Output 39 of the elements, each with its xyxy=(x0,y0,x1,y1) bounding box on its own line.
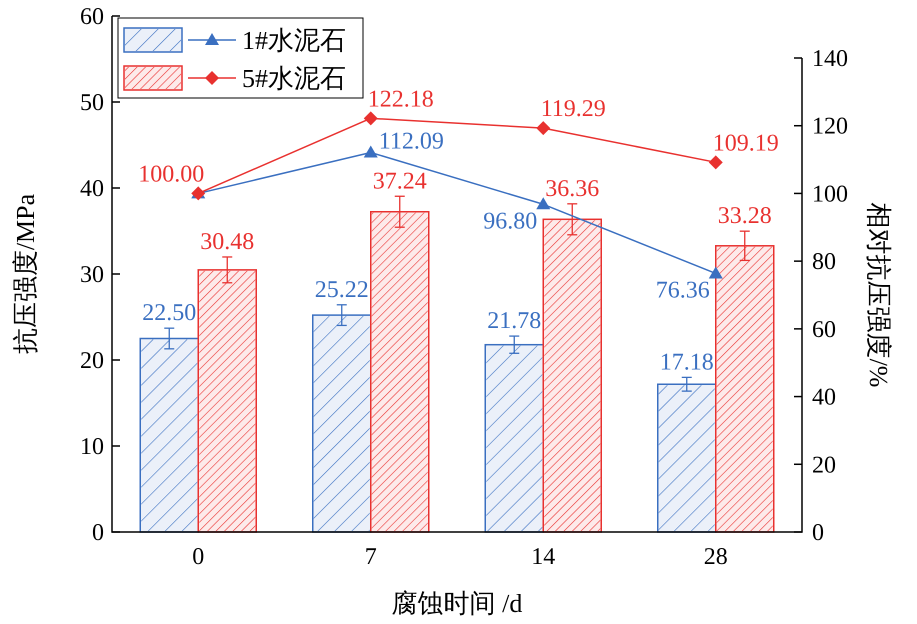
y2-tick-label: 40 xyxy=(812,384,836,411)
y2-tick-label: 60 xyxy=(812,316,836,343)
y2-tick-label: 0 xyxy=(812,520,824,546)
y2-tick-label: 80 xyxy=(812,249,836,276)
y2-tick-label: 20 xyxy=(812,452,836,478)
y2-axis-title: 相对抗压强度/% xyxy=(864,202,893,388)
y-tick-label: 30 xyxy=(80,262,104,288)
y-tick-label: 10 xyxy=(80,434,104,460)
y2-tick-label: 140 xyxy=(812,46,848,72)
x-tick-label: 14 xyxy=(531,544,556,570)
legend-label: 5#水泥石 xyxy=(242,64,346,93)
y-tick-label: 50 xyxy=(80,90,104,116)
data-label: 21.78 xyxy=(487,308,542,334)
data-label: 112.09 xyxy=(378,128,444,154)
data-label: 100.00 xyxy=(138,161,204,188)
legend-label: 1#水泥石 xyxy=(242,26,346,55)
y-tick-label: 0 xyxy=(92,520,104,546)
y-tick-label: 40 xyxy=(80,176,104,202)
y-tick-label: 20 xyxy=(80,348,104,374)
x-tick-label: 7 xyxy=(364,544,377,570)
x-tick-label: 0 xyxy=(192,544,204,570)
data-label: 33.28 xyxy=(718,203,772,230)
data-label: 122.18 xyxy=(368,86,434,112)
y2-tick-label: 100 xyxy=(812,181,848,208)
data-label: 17.18 xyxy=(660,349,714,376)
data-label: 76.36 xyxy=(656,277,710,304)
x-tick-label: 28 xyxy=(704,544,728,570)
x-axis-title: 腐蚀时间 /d xyxy=(392,589,522,618)
y-tick-label: 60 xyxy=(80,4,104,30)
y-axis-title: 抗压强度/MPa xyxy=(11,193,40,354)
data-label: 109.19 xyxy=(712,130,779,156)
data-label: 119.29 xyxy=(540,96,606,122)
data-label: 36.36 xyxy=(545,176,600,202)
y2-tick-label: 120 xyxy=(812,114,848,140)
data-label: 22.50 xyxy=(142,300,196,326)
data-label: 37.24 xyxy=(372,168,427,194)
data-label: 25.22 xyxy=(314,276,369,303)
data-label: 30.48 xyxy=(200,228,254,255)
data-label: 96.80 xyxy=(483,208,538,234)
